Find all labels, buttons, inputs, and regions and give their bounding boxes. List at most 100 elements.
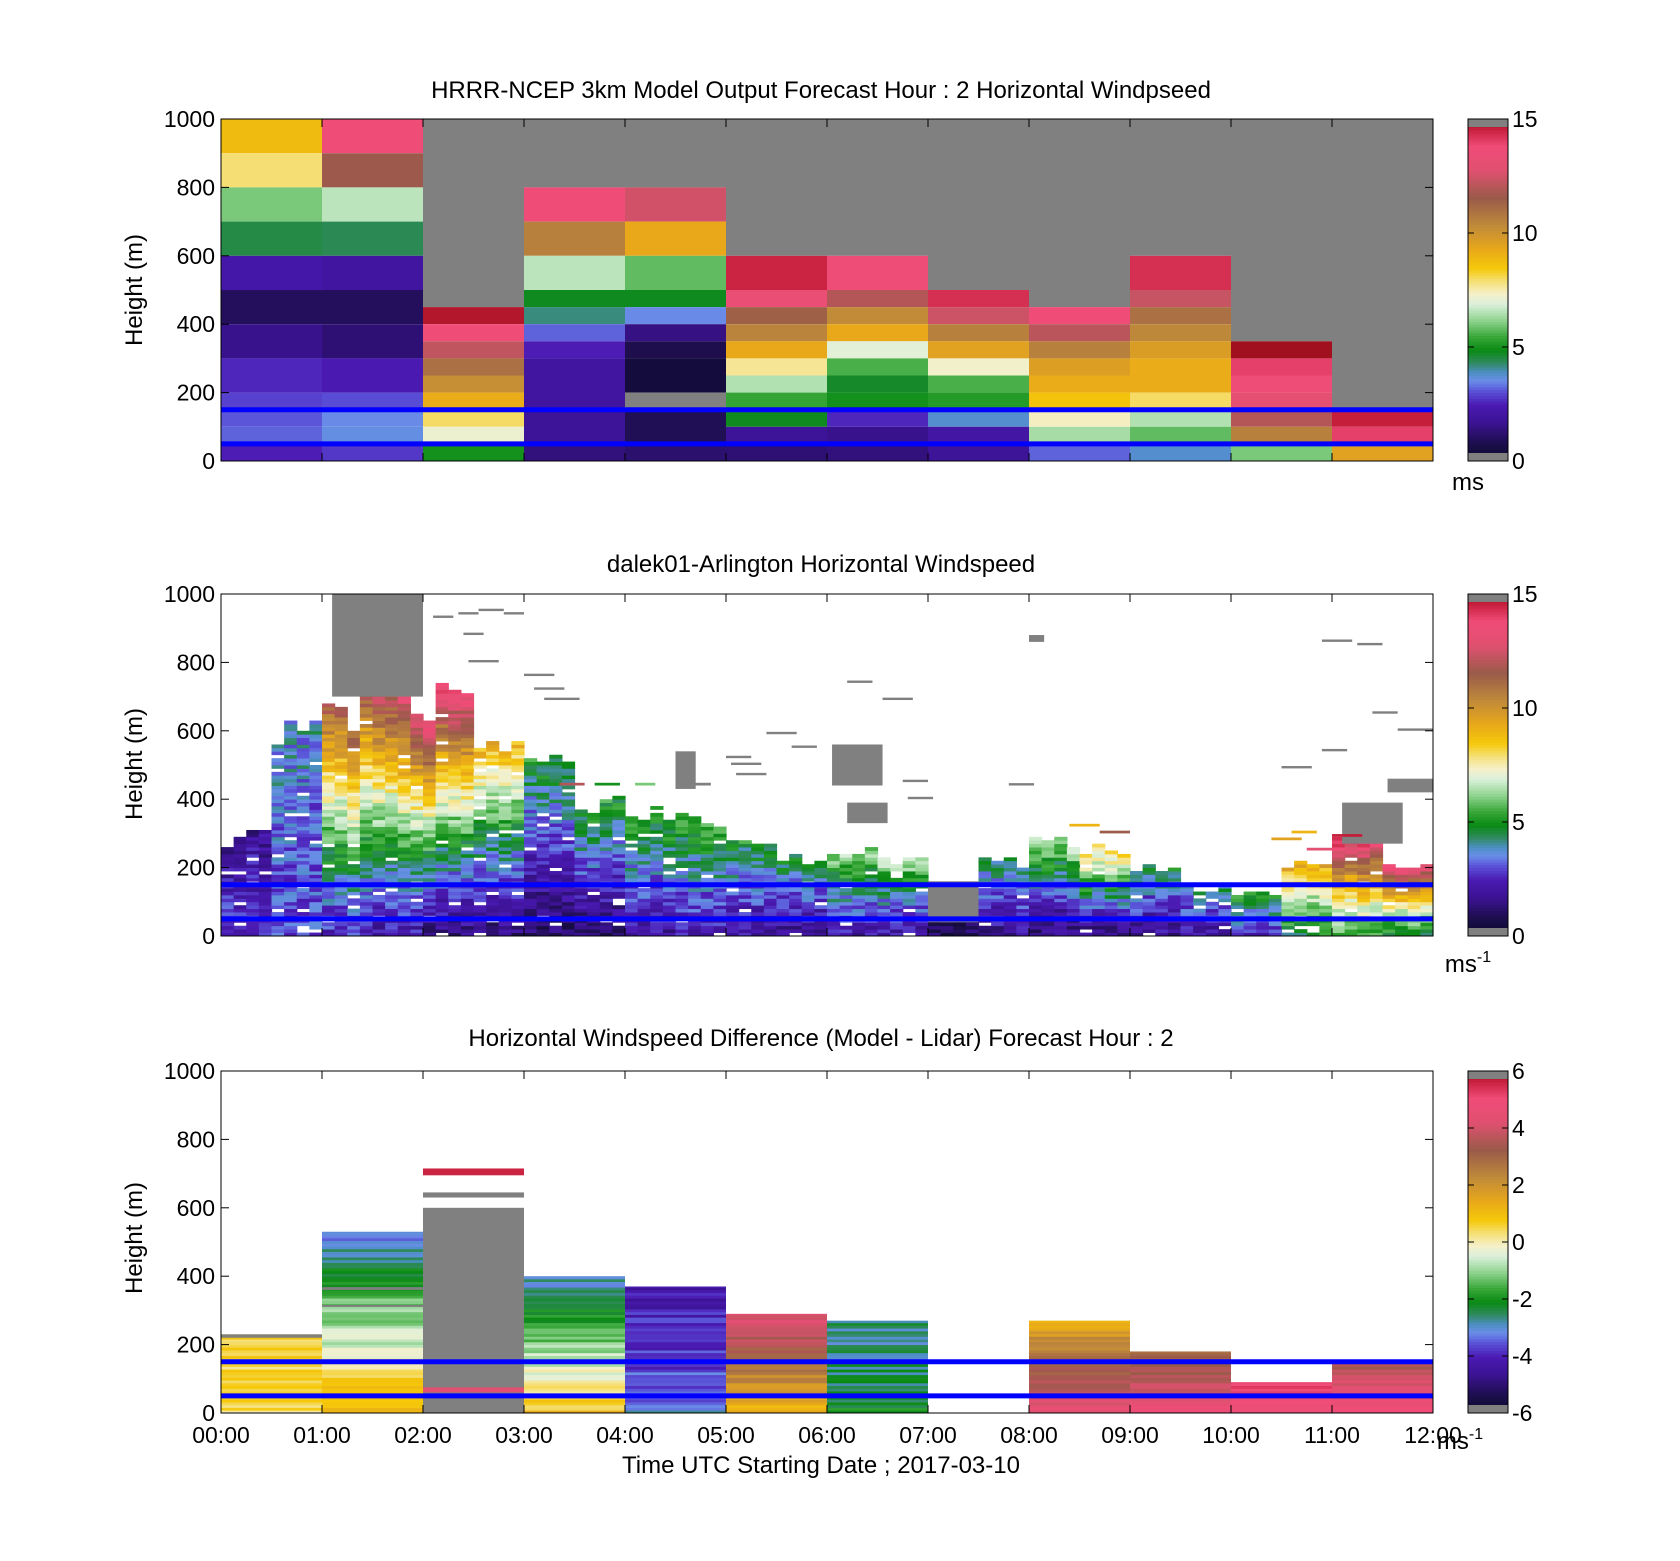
heatmap-cell	[1306, 908, 1320, 913]
heatmap-cell	[1092, 853, 1106, 858]
colorbar-segment	[1468, 762, 1508, 766]
heatmap-cell	[486, 741, 500, 745]
heatmap-cell	[460, 737, 475, 742]
heatmap-cell	[1395, 871, 1409, 875]
colorbar-segment	[1468, 705, 1508, 709]
colorbar-segment	[1468, 742, 1508, 746]
heatmap-cell	[713, 860, 727, 865]
y-tick-label: 200	[177, 1332, 215, 1358]
heatmap-cell	[675, 860, 689, 865]
heatmap-cell	[587, 871, 601, 875]
heatmap-cell	[625, 816, 639, 821]
heatmap-cell	[322, 898, 336, 903]
heatmap-cell	[359, 932, 374, 937]
heatmap-cell	[524, 1317, 625, 1321]
invalid-data-block	[847, 802, 888, 824]
heatmap-cell	[827, 290, 928, 308]
heatmap-cell	[524, 799, 538, 804]
heatmap-cell	[410, 860, 424, 865]
heatmap-cell	[524, 860, 538, 865]
heatmap-cell	[700, 877, 714, 882]
heatmap-cell	[385, 819, 399, 824]
heatmap-cell	[864, 891, 879, 896]
heatmap-cell	[827, 358, 928, 376]
heatmap-cell	[713, 829, 727, 834]
colorbar-segment	[1468, 819, 1508, 823]
x-tick-label: 04:00	[596, 1422, 654, 1448]
colorbar-segment	[1468, 722, 1508, 726]
heatmap-cell	[221, 119, 322, 154]
heatmap-cell	[347, 819, 361, 824]
heatmap-cell	[423, 1407, 524, 1411]
heatmap-cell	[890, 891, 904, 896]
heatmap-cell	[372, 912, 386, 916]
heatmap-cell	[902, 877, 916, 882]
heatmap-cell	[524, 1402, 625, 1406]
heatmap-cell	[726, 843, 740, 848]
heatmap-cell	[1382, 877, 1396, 882]
heatmap-cell	[877, 932, 891, 937]
heatmap-cell	[284, 929, 298, 933]
heatmap-cell	[498, 925, 512, 930]
heatmap-cell	[650, 888, 664, 892]
heatmap-cell	[536, 874, 550, 879]
heatmap-cell	[1167, 891, 1182, 896]
colorbar-segment	[1468, 747, 1508, 752]
heatmap-cell	[625, 443, 726, 461]
heatmap-cell	[221, 867, 235, 872]
heatmap-cell	[460, 840, 475, 845]
heatmap-cell	[561, 874, 576, 879]
heatmap-cell	[864, 905, 879, 910]
heatmap-cell	[688, 826, 702, 831]
heatmap-cell	[423, 771, 437, 776]
heatmap-cell	[524, 840, 538, 845]
heatmap-cell	[864, 860, 879, 865]
heatmap-cell	[448, 823, 462, 827]
heatmap-cell	[1369, 860, 1384, 865]
heatmap-cell	[1029, 1404, 1130, 1408]
heatmap-cell	[221, 1355, 322, 1359]
colorbar-segment	[1468, 904, 1508, 908]
heatmap-cell	[498, 812, 512, 817]
heatmap-cell	[625, 1289, 726, 1294]
heatmap-cell	[334, 799, 348, 804]
heatmap-cell	[486, 925, 500, 930]
heatmap-cell	[1016, 891, 1030, 896]
heatmap-cell	[460, 771, 475, 776]
heatmap-cell	[561, 812, 576, 817]
heatmap-cell	[1256, 912, 1270, 916]
heatmap-cell	[511, 898, 525, 903]
heatmap-cell	[385, 840, 399, 845]
heatmap-cell	[536, 833, 550, 838]
heatmap-cell	[688, 894, 702, 899]
heatmap-cell	[1319, 905, 1333, 910]
heatmap-cell	[1104, 898, 1118, 903]
heatmap-cell	[221, 255, 322, 290]
heatmap-cell	[1193, 901, 1207, 906]
heatmap-cell	[511, 888, 525, 892]
heatmap-cell	[751, 853, 765, 858]
heatmap-cell	[1167, 929, 1182, 933]
heatmap-cell	[1054, 864, 1068, 868]
heatmap-cell	[625, 1404, 726, 1408]
heatmap-cell	[1029, 925, 1043, 930]
heatmap-cell	[662, 847, 677, 851]
heatmap-cell	[284, 782, 298, 786]
heatmap-cell	[864, 877, 879, 882]
heatmap-cell	[322, 802, 336, 807]
heatmap-cell	[1041, 850, 1055, 855]
heatmap-cell	[309, 836, 323, 841]
heatmap-cell	[776, 901, 790, 906]
heatmap-cell	[1079, 857, 1093, 862]
heatmap-cell	[1382, 932, 1396, 937]
heatmap-cell	[688, 833, 702, 838]
heatmap-cell	[309, 720, 323, 725]
heatmap-cell	[221, 221, 322, 256]
heatmap-cell	[486, 932, 500, 937]
heatmap-cell	[789, 860, 803, 865]
heatmap-cell	[423, 833, 437, 838]
colorbar-segment	[1468, 215, 1508, 220]
heatmap-cell	[423, 758, 437, 762]
heatmap-cell	[726, 1374, 827, 1378]
heatmap-cell	[1231, 409, 1332, 427]
